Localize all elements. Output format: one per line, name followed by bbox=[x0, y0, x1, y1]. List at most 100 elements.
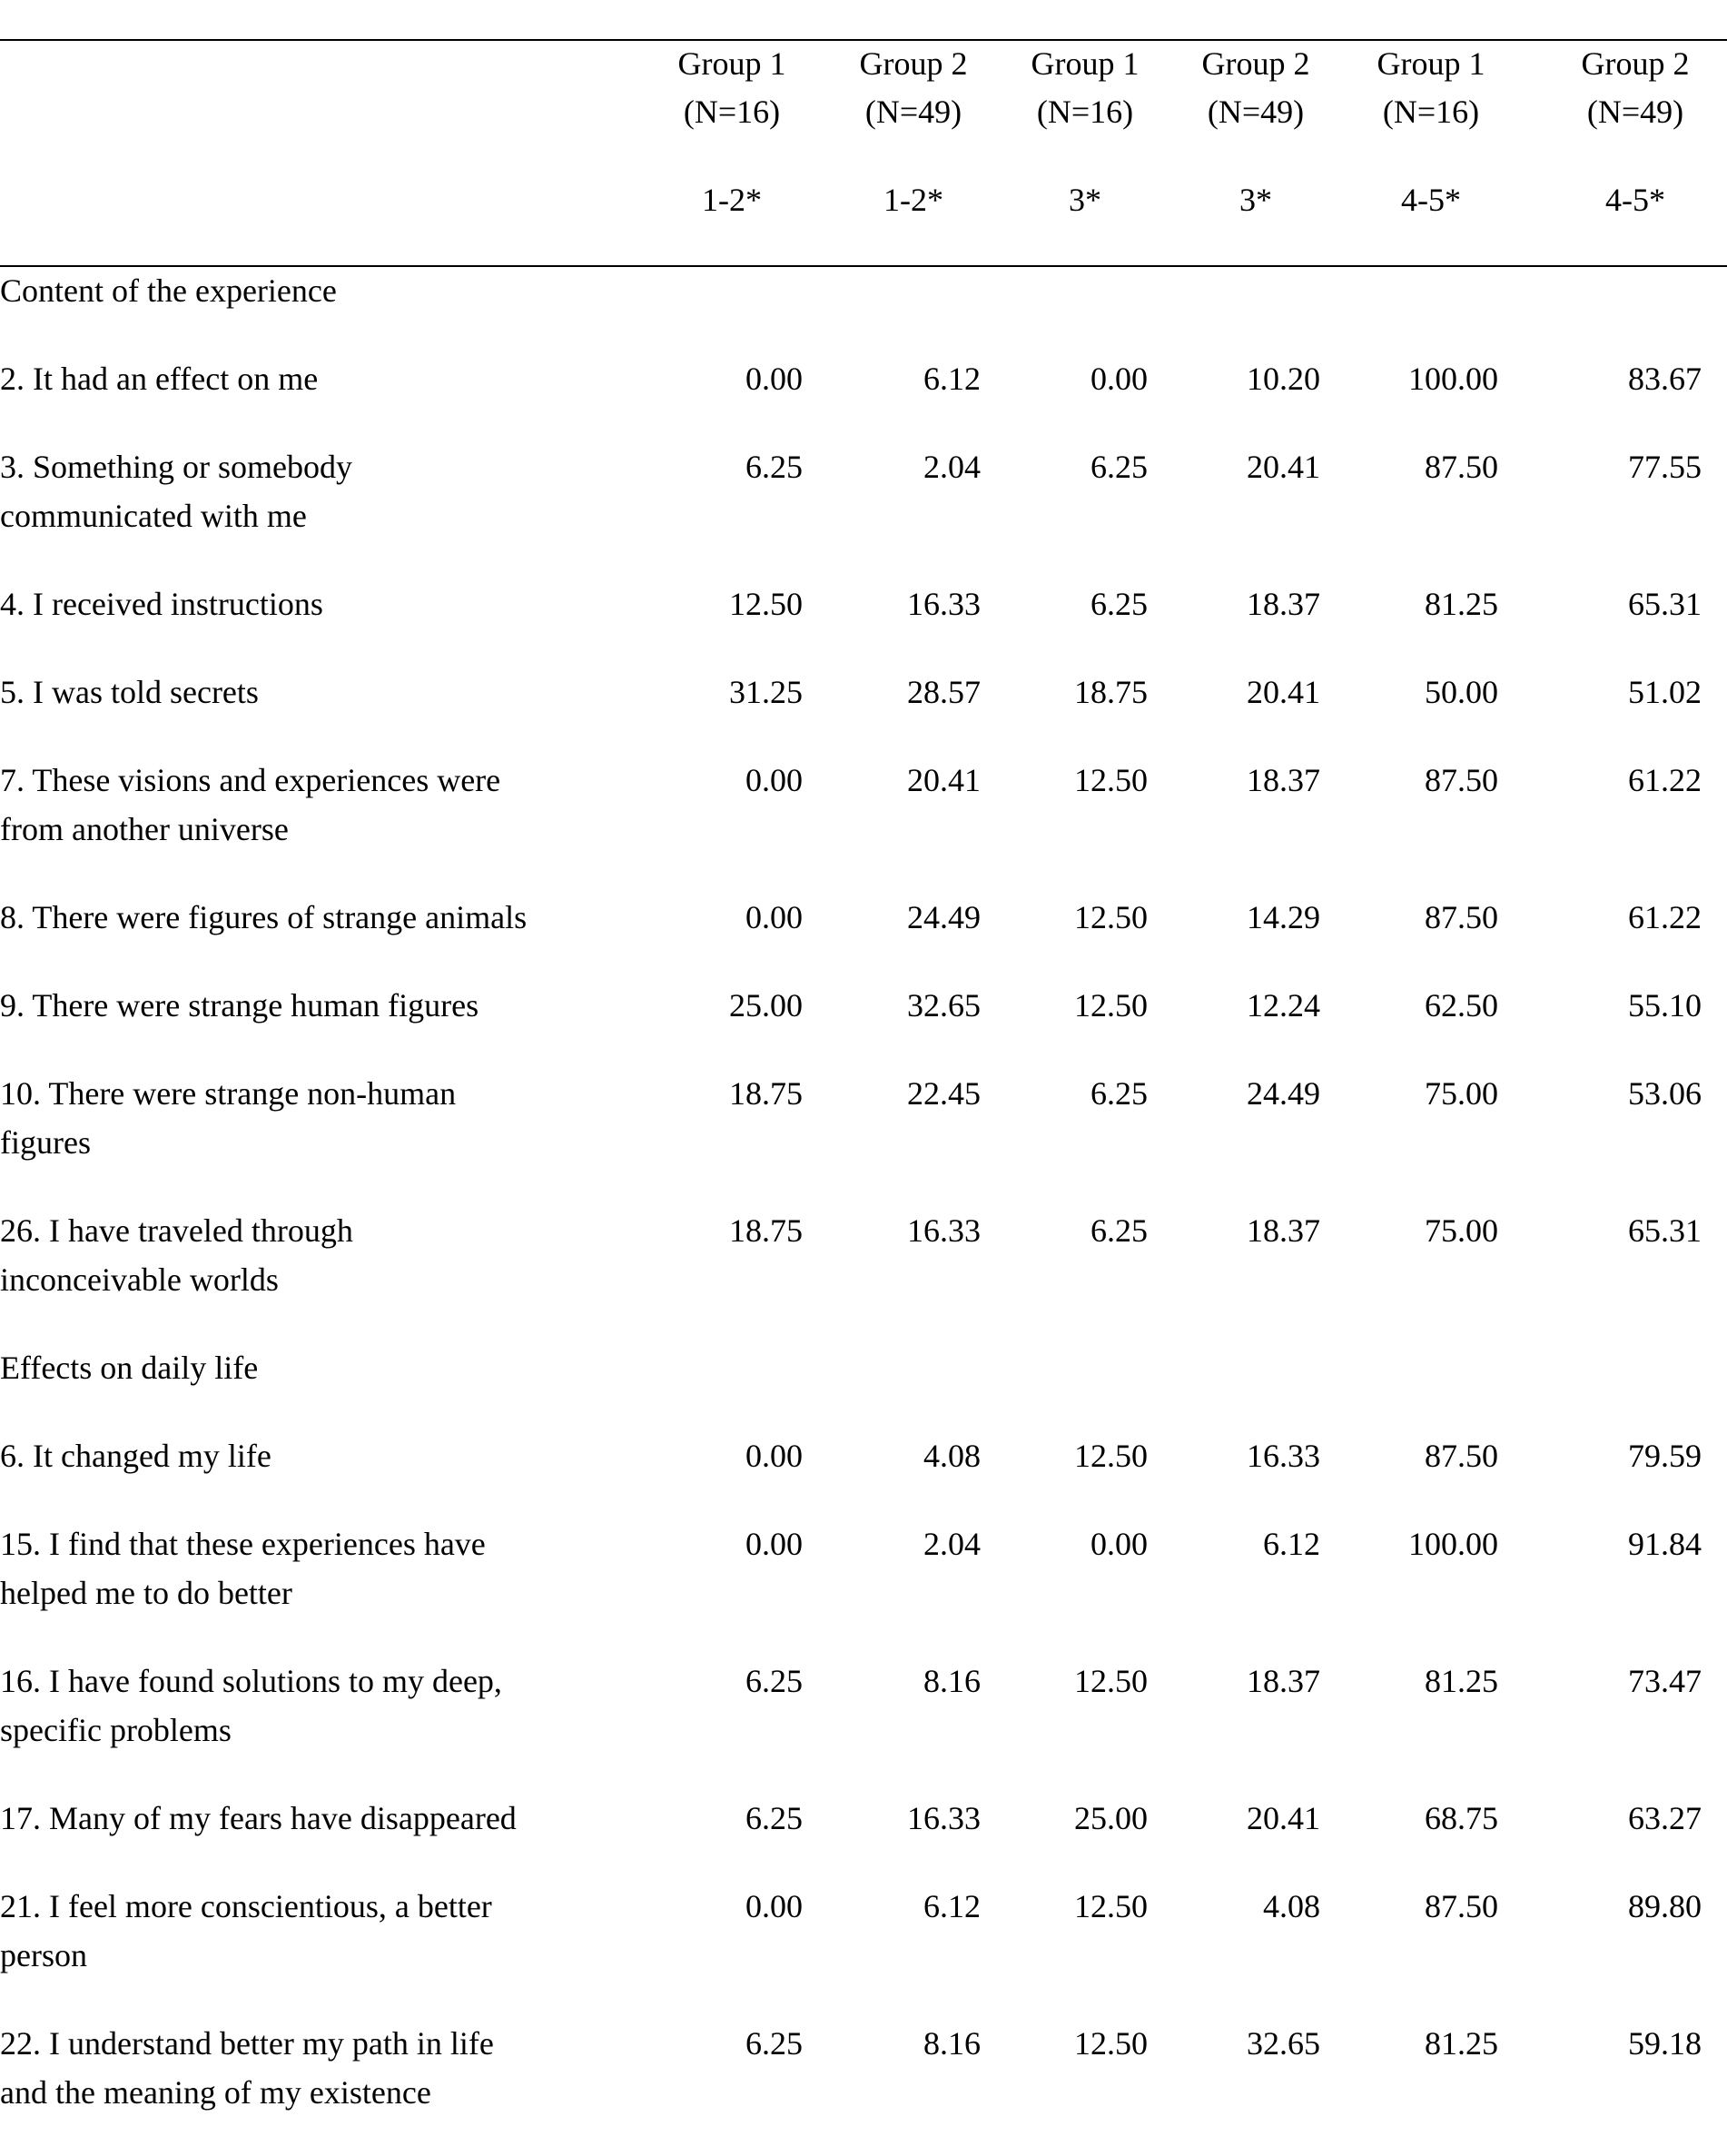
cell-value: 50.00 bbox=[1425, 674, 1498, 710]
cell-value: 16.33 bbox=[907, 1800, 981, 1836]
column-header: Group 2 (N=49) 4-5* bbox=[1544, 40, 1726, 224]
row-label: 22. I understand better my path in life … bbox=[0, 2025, 494, 2111]
cell-value: 6.25 bbox=[745, 2025, 803, 2062]
cell-value: 12.50 bbox=[1074, 762, 1148, 798]
column-header: Group 1 (N=16) 1-2* bbox=[641, 40, 823, 224]
column-header-range: 3* bbox=[1069, 182, 1101, 218]
cell-value: 24.49 bbox=[1247, 1075, 1320, 1112]
cell-value: 18.75 bbox=[729, 1075, 803, 1112]
cell-value: 6.25 bbox=[745, 1800, 803, 1836]
column-header: Group 1 (N=16) 4-5* bbox=[1340, 40, 1522, 224]
cell-value: 12.50 bbox=[1074, 899, 1148, 935]
cell-value: 12.50 bbox=[1074, 1663, 1148, 1699]
cell-value: 83.67 bbox=[1628, 361, 1702, 397]
cell-value: 0.00 bbox=[745, 899, 803, 935]
table-top-rule bbox=[0, 39, 1727, 41]
cell-value: 73.47 bbox=[1628, 1663, 1702, 1699]
section-heading: Content of the experience bbox=[0, 272, 337, 309]
cell-value: 91.84 bbox=[1628, 1526, 1702, 1562]
cell-value: 20.41 bbox=[1247, 674, 1320, 710]
column-header-group: Group 1 bbox=[1031, 45, 1140, 82]
column-header-n: (N=49) bbox=[1586, 94, 1684, 130]
cell-value: 0.00 bbox=[745, 1438, 803, 1474]
cell-value: 20.41 bbox=[907, 762, 981, 798]
table-row: 4. I received instructions 12.50 16.33 6.25… bbox=[0, 579, 1727, 668]
cell-value: 81.25 bbox=[1425, 586, 1498, 622]
table-row: 6. It changed my life 0.00 4.08 12.50 16.33 8… bbox=[0, 1431, 1727, 1519]
cell-value: 18.75 bbox=[1074, 674, 1148, 710]
cell-value: 20.41 bbox=[1247, 1800, 1320, 1836]
column-header-range: 4-5* bbox=[1605, 182, 1665, 218]
cell-value: 59.18 bbox=[1628, 2025, 1702, 2062]
cell-value: 31.25 bbox=[729, 674, 803, 710]
cell-value: 16.33 bbox=[907, 1212, 981, 1249]
row-label: 7. These visions and experiences were fr… bbox=[0, 762, 501, 847]
column-header-group: Group 2 bbox=[859, 45, 968, 82]
column-header: Group 2 (N=49) 3* bbox=[1165, 40, 1347, 224]
cell-value: 6.25 bbox=[1090, 1075, 1148, 1112]
column-header-n: (N=16) bbox=[1382, 94, 1480, 130]
cell-value: 8.16 bbox=[923, 2025, 981, 2062]
row-label: 2. It had an effect on me bbox=[0, 361, 319, 397]
cell-value: 18.37 bbox=[1247, 1212, 1320, 1249]
cell-value: 63.27 bbox=[1628, 1800, 1702, 1836]
table-row: 16. I have found solutions to my deep, s… bbox=[0, 1657, 1727, 1794]
cell-value: 100.00 bbox=[1408, 1526, 1498, 1562]
cell-value: 6.25 bbox=[745, 1663, 803, 1699]
cell-value: 77.55 bbox=[1628, 449, 1702, 485]
column-header: Group 1 (N=16) 3* bbox=[994, 40, 1176, 224]
cell-value: 0.00 bbox=[745, 361, 803, 397]
row-label: 21. I feel more conscientious, a better … bbox=[0, 1888, 492, 1973]
cell-value: 6.12 bbox=[923, 1888, 981, 1924]
cell-value: 75.00 bbox=[1425, 1212, 1498, 1249]
table-row: 17. Many of my fears have disappeared 6.2… bbox=[0, 1794, 1727, 1882]
cell-value: 8.16 bbox=[923, 1663, 981, 1699]
header-bottom-rule bbox=[0, 265, 1727, 267]
cell-value: 61.22 bbox=[1628, 899, 1702, 935]
cell-value: 0.00 bbox=[1090, 361, 1148, 397]
row-label: 15. I find that these experiences have h… bbox=[0, 1526, 486, 1611]
cell-value: 28.57 bbox=[907, 674, 981, 710]
table-row: 7. These visions and experiences were fr… bbox=[0, 756, 1727, 893]
table-row: 15. I find that these experiences have h… bbox=[0, 1519, 1727, 1657]
column-header-group: Group 1 bbox=[1377, 45, 1485, 82]
cell-value: 55.10 bbox=[1628, 987, 1702, 1024]
cell-value: 10.20 bbox=[1247, 361, 1320, 397]
column-header-group: Group 2 bbox=[1581, 45, 1690, 82]
cell-value: 32.65 bbox=[1247, 2025, 1320, 2062]
cell-value: 87.50 bbox=[1425, 1438, 1498, 1474]
cell-value: 6.12 bbox=[923, 361, 981, 397]
cell-value: 4.08 bbox=[923, 1438, 981, 1474]
cell-value: 12.50 bbox=[1074, 987, 1148, 1024]
cell-value: 32.65 bbox=[907, 987, 981, 1024]
cell-value: 16.33 bbox=[1247, 1438, 1320, 1474]
column-header-n: (N=49) bbox=[864, 94, 962, 130]
cell-value: 87.50 bbox=[1425, 449, 1498, 485]
column-header-n: (N=16) bbox=[1036, 94, 1134, 130]
cell-value: 65.31 bbox=[1628, 586, 1702, 622]
cell-value: 75.00 bbox=[1425, 1075, 1498, 1112]
cell-value: 0.00 bbox=[745, 1526, 803, 1562]
cell-value: 0.00 bbox=[745, 762, 803, 798]
cell-value: 18.37 bbox=[1247, 586, 1320, 622]
column-header-group: Group 1 bbox=[677, 45, 786, 82]
table-body: Content of the experience 2. It had an ef… bbox=[0, 266, 1727, 2156]
cell-value: 53.06 bbox=[1628, 1075, 1702, 1112]
row-label: 8. There were figures of strange animals bbox=[0, 899, 528, 935]
cell-value: 14.29 bbox=[1247, 899, 1320, 935]
cell-value: 4.08 bbox=[1263, 1888, 1320, 1924]
cell-value: 68.75 bbox=[1425, 1800, 1498, 1836]
cell-value: 25.00 bbox=[729, 987, 803, 1024]
row-label: 10. There were strange non-human figures bbox=[0, 1075, 457, 1161]
column-header-range: 1-2* bbox=[883, 182, 943, 218]
cell-value: 12.50 bbox=[1074, 2025, 1148, 2062]
table-row: 2. It had an effect on me 0.00 6.12 0.00 10.… bbox=[0, 354, 1727, 442]
cell-value: 87.50 bbox=[1425, 1888, 1498, 1924]
cell-value: 62.50 bbox=[1425, 987, 1498, 1024]
row-label: 6. It changed my life bbox=[0, 1438, 271, 1474]
cell-value: 2.04 bbox=[923, 1526, 981, 1562]
row-label: 26. I have traveled through inconceivabl… bbox=[0, 1212, 353, 1298]
cell-value: 16.33 bbox=[907, 586, 981, 622]
cell-value: 6.12 bbox=[1263, 1526, 1320, 1562]
table-row: 26. I have traveled through inconceivabl… bbox=[0, 1206, 1727, 1343]
